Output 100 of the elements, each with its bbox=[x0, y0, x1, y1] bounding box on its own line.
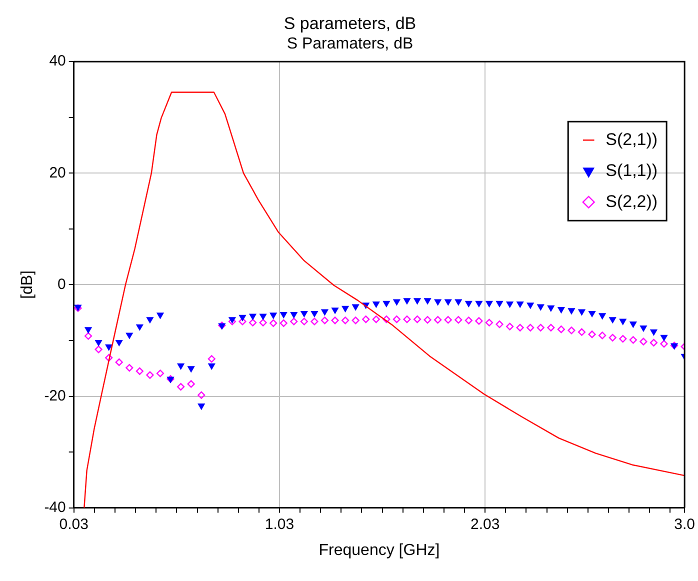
point bbox=[290, 312, 298, 318]
point bbox=[434, 299, 442, 306]
point bbox=[280, 319, 288, 327]
y-tick-label: -40 bbox=[44, 498, 66, 516]
x-tick-label: 1.03 bbox=[264, 516, 294, 533]
x-axis-title: Frequency [GHz] bbox=[318, 542, 440, 559]
point bbox=[444, 316, 452, 324]
point bbox=[239, 314, 246, 321]
point bbox=[414, 298, 421, 304]
point bbox=[393, 299, 400, 306]
y-tick-label: 0 bbox=[58, 276, 66, 293]
point bbox=[105, 354, 113, 362]
point bbox=[321, 309, 328, 316]
point bbox=[146, 317, 154, 324]
point bbox=[413, 315, 422, 324]
point bbox=[320, 316, 329, 324]
point bbox=[464, 316, 472, 324]
point bbox=[84, 327, 92, 334]
point bbox=[290, 318, 298, 326]
point bbox=[352, 316, 360, 324]
point bbox=[259, 318, 267, 326]
point bbox=[404, 298, 410, 304]
x-tick-label: 3.0 bbox=[674, 516, 696, 533]
point bbox=[392, 315, 401, 324]
chart-subtitle: S Paramaters, dB bbox=[286, 35, 414, 52]
point bbox=[228, 317, 236, 324]
point bbox=[208, 363, 216, 370]
point bbox=[198, 404, 205, 410]
x-tick-label: 0.03 bbox=[59, 516, 88, 533]
point bbox=[598, 313, 606, 320]
point bbox=[331, 316, 339, 324]
point bbox=[146, 371, 154, 379]
legend-label: S(2,1)) bbox=[606, 130, 658, 149]
point bbox=[156, 312, 164, 319]
point bbox=[434, 316, 442, 324]
x-tick-label: 2.03 bbox=[470, 516, 500, 533]
point bbox=[156, 370, 164, 378]
point bbox=[536, 324, 544, 332]
point bbox=[465, 300, 472, 307]
point bbox=[609, 317, 616, 324]
point bbox=[187, 380, 195, 388]
point bbox=[372, 315, 380, 324]
y-tick-label: -20 bbox=[44, 387, 66, 404]
point bbox=[629, 336, 637, 344]
point bbox=[270, 312, 277, 319]
point bbox=[383, 300, 390, 307]
point bbox=[516, 324, 524, 332]
point bbox=[260, 314, 266, 320]
point bbox=[454, 316, 462, 324]
point bbox=[126, 364, 134, 372]
point bbox=[208, 355, 216, 363]
point bbox=[578, 328, 586, 336]
point bbox=[115, 358, 123, 366]
point bbox=[270, 319, 278, 327]
point bbox=[640, 325, 647, 332]
point bbox=[382, 315, 390, 324]
point bbox=[311, 310, 318, 317]
point bbox=[310, 318, 318, 326]
point bbox=[249, 314, 256, 320]
point bbox=[455, 299, 462, 306]
point bbox=[486, 300, 493, 307]
point bbox=[105, 344, 112, 350]
point bbox=[547, 324, 555, 332]
point bbox=[94, 346, 102, 354]
point bbox=[177, 382, 185, 391]
point bbox=[198, 391, 206, 399]
point bbox=[526, 302, 534, 309]
legend-label: S(2,2)) bbox=[606, 192, 658, 211]
point bbox=[136, 367, 144, 375]
point bbox=[362, 315, 370, 324]
point bbox=[372, 301, 380, 308]
point bbox=[537, 304, 544, 310]
y-axis-title: [dB] bbox=[19, 270, 36, 299]
point bbox=[95, 340, 102, 346]
y-tick-label: 40 bbox=[49, 52, 66, 70]
point bbox=[598, 332, 606, 340]
point bbox=[403, 315, 411, 324]
point bbox=[424, 298, 431, 304]
point bbox=[126, 332, 133, 339]
point bbox=[650, 338, 658, 347]
point bbox=[630, 322, 637, 328]
point bbox=[332, 308, 338, 314]
point bbox=[300, 310, 308, 317]
point bbox=[588, 330, 596, 338]
point bbox=[608, 334, 616, 342]
point bbox=[558, 307, 565, 314]
point bbox=[660, 334, 668, 341]
legend-label: S(1,1)) bbox=[606, 160, 658, 180]
point bbox=[300, 318, 308, 326]
point bbox=[506, 301, 514, 308]
point bbox=[177, 363, 184, 370]
point bbox=[660, 340, 668, 348]
point bbox=[496, 320, 504, 328]
point bbox=[650, 329, 658, 336]
point bbox=[557, 326, 565, 334]
point bbox=[136, 324, 144, 330]
point bbox=[116, 340, 122, 346]
point bbox=[280, 312, 287, 318]
point bbox=[640, 338, 648, 346]
chart-title: S parameters, dB bbox=[284, 14, 416, 33]
